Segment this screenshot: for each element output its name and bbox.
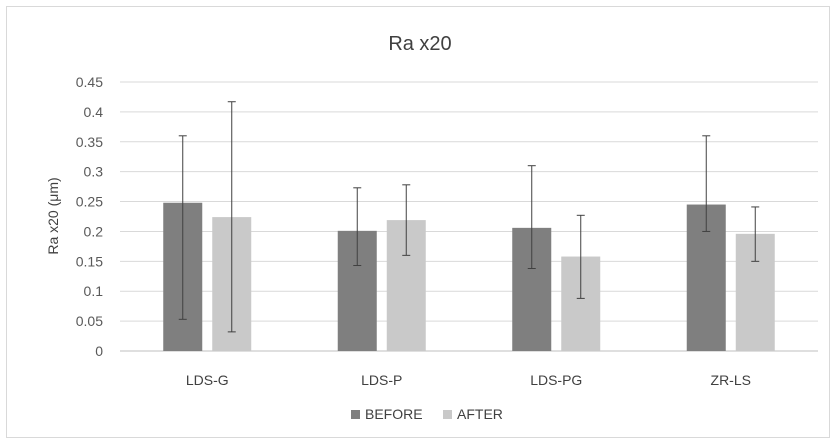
y-axis-label: Ra x20 (μm)	[45, 177, 61, 254]
x-axis-ticks: LDS-G LDS-P LDS-PG ZR-LS	[186, 372, 751, 388]
chart-title: Ra x20	[388, 33, 451, 55]
legend: BEFORE AFTER	[351, 406, 503, 422]
error-bars	[178, 101, 760, 333]
legend-label-before: BEFORE	[365, 406, 423, 422]
y-tick-label: 0.45	[76, 74, 103, 90]
y-axis-ticks: 0 0.05 0.1 0.15 0.2 0.25 0.3 0.35 0.4 0.45	[76, 74, 103, 359]
x-tick-label: LDS-P	[361, 372, 402, 388]
y-tick-label: 0.4	[84, 104, 104, 120]
x-tick-label: LDS-G	[186, 372, 229, 388]
y-tick-label: 0.3	[84, 164, 104, 180]
x-tick-label: LDS-PG	[530, 372, 582, 388]
legend-swatch-before	[351, 410, 360, 419]
y-tick-label: 0.05	[76, 313, 103, 329]
legend-swatch-after	[443, 410, 452, 419]
legend-label-after: AFTER	[457, 406, 503, 422]
y-tick-label: 0.15	[76, 253, 103, 269]
y-tick-label: 0.2	[84, 223, 104, 239]
y-tick-label: 0	[95, 343, 103, 359]
y-tick-label: 0.35	[76, 134, 103, 150]
y-tick-label: 0.1	[84, 283, 104, 299]
y-tick-label: 0.25	[76, 194, 103, 210]
x-tick-label: ZR-LS	[711, 372, 751, 388]
bars	[163, 202, 775, 351]
